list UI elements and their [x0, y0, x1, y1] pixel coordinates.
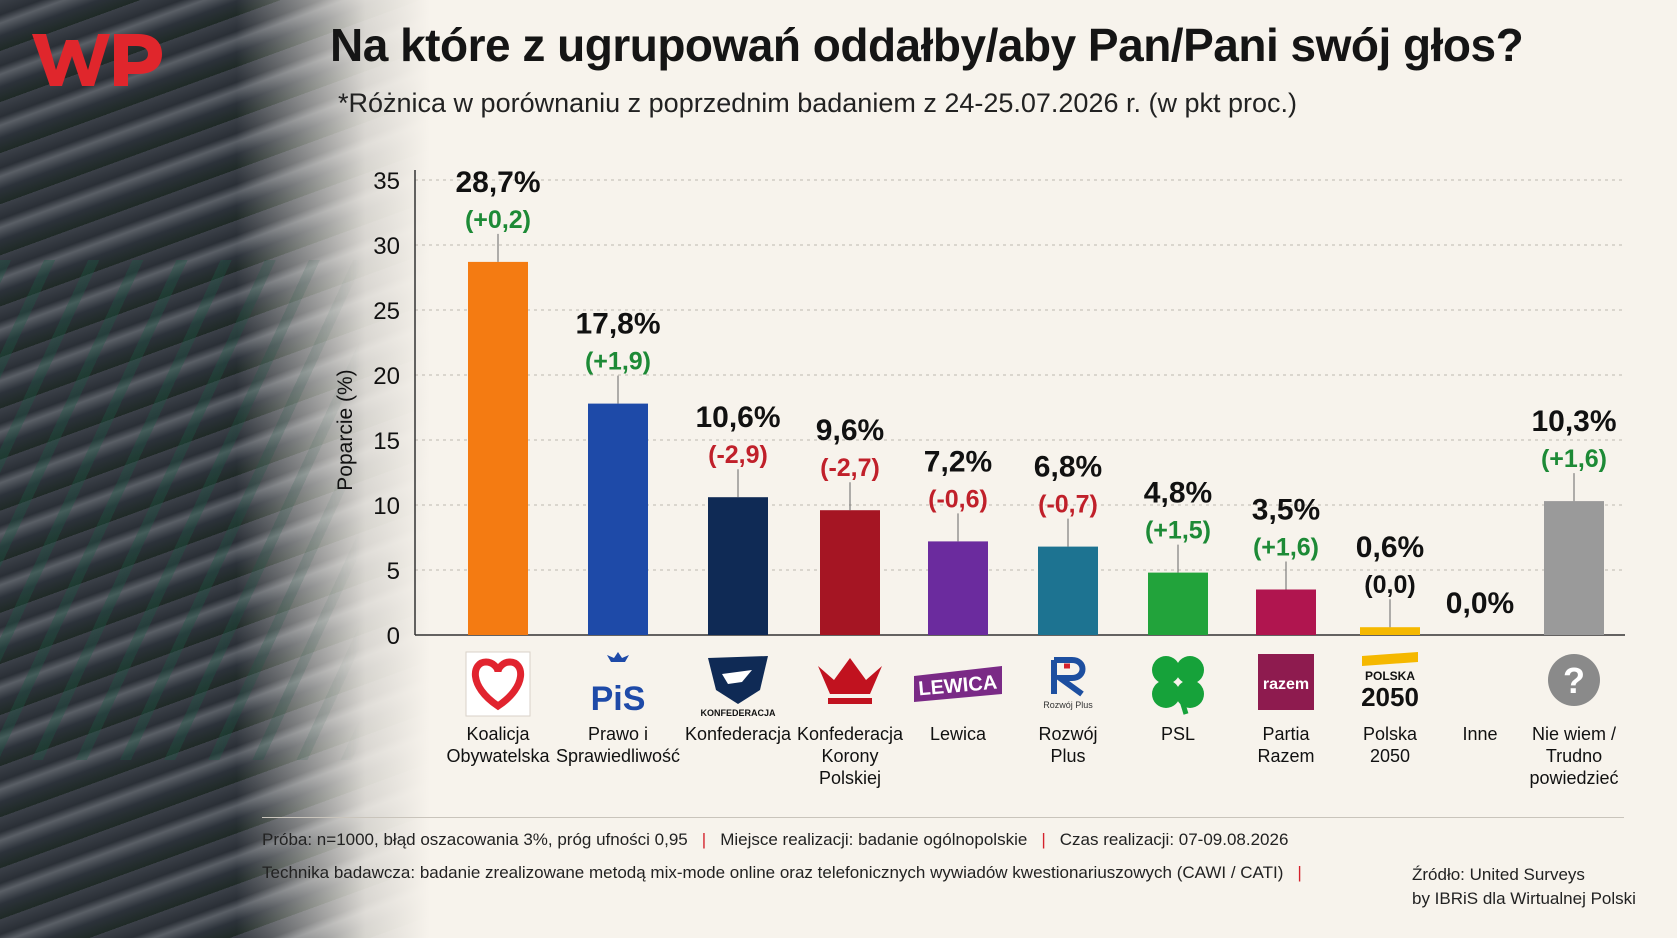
y-tick-label: 20 [373, 363, 400, 390]
y-tick-label: 10 [373, 493, 400, 520]
x-category-label: Koalicja [466, 724, 530, 744]
polska2050-logo-number: 2050 [1361, 682, 1419, 712]
x-category-label: Konfederacja [685, 724, 792, 744]
footer-row-1: Próba: n=1000, błąd oszacowania 3%, próg… [262, 830, 1288, 850]
wp-logo-icon [32, 34, 162, 86]
x-category-label: Razem [1257, 746, 1314, 766]
crown-mark-icon [607, 652, 629, 662]
lewica-logo-icon [914, 666, 1002, 702]
eagle-wing-icon [722, 670, 752, 684]
x-category-label: Inne [1462, 724, 1497, 744]
chart-subtitle: *Różnica w porównaniu z poprzednim badan… [338, 88, 1298, 118]
data-label: 10,6% [695, 401, 780, 434]
x-category-label: Obywatelska [446, 746, 550, 766]
footer-source-line-2: by IBRiS dla Wirtualnej Polski [1412, 889, 1636, 908]
clover-logo-icon [1175, 687, 1189, 715]
bar [928, 541, 988, 635]
diff-label: (-2,7) [820, 454, 880, 482]
data-label: 3,5% [1252, 494, 1320, 527]
data-label: 7,2% [924, 445, 992, 478]
data-label: 17,8% [575, 308, 660, 341]
y-tick-label: 5 [387, 558, 400, 585]
footer-sample: Próba: n=1000, błąd oszacowania 3%, próg… [262, 830, 688, 849]
polska2050-logo-text: POLSKA [1365, 669, 1415, 683]
diff-label: (+1,6) [1253, 534, 1319, 562]
razem-logo-icon [1258, 654, 1314, 710]
diff-label: (-0,7) [1038, 491, 1098, 519]
x-category-label: powiedzieć [1529, 768, 1618, 788]
parliament-seats-image [0, 260, 360, 760]
diff-label: (-2,9) [708, 441, 768, 469]
eagle-logo-text: KONFEDERACJA [700, 708, 776, 718]
clover-leaf-icon [1152, 656, 1180, 684]
background-photo [0, 0, 430, 938]
question-mark-icon [1548, 654, 1600, 706]
pis-logo-icon: PiS [591, 680, 646, 718]
bar [708, 497, 768, 635]
diff-label: (-0,6) [928, 485, 988, 513]
chart-title: Na które z ugrupowań oddałby/aby Pan/Pan… [330, 19, 1524, 71]
diff-label: (0,0) [1364, 571, 1415, 599]
x-category-label: Polskiej [819, 768, 881, 788]
data-label: 28,7% [455, 166, 540, 199]
bar [588, 403, 648, 635]
footer-time: Czas realizacji: 07-09.08.2026 [1059, 830, 1289, 849]
data-label: 0,6% [1356, 531, 1424, 564]
x-category-label: Plus [1050, 746, 1085, 766]
footer-separator: | [1041, 830, 1046, 849]
bar [1544, 501, 1604, 635]
footer-source: Źródło: United Surveys by IBRiS dla Wirt… [1412, 863, 1636, 911]
bar [468, 261, 528, 635]
x-category-label: 2050 [1370, 746, 1410, 766]
diff-label: (+1,5) [1145, 517, 1211, 545]
footer-technique: Technika badawcza: badanie zrealizowane … [262, 863, 1284, 882]
polska2050-logo-icon [1362, 652, 1418, 666]
data-label: 4,8% [1144, 477, 1212, 510]
footer-place: Miejsce realizacji: badanie ogólnopolski… [720, 830, 1028, 849]
bar [820, 510, 880, 635]
x-category-label: Sprawiedliwość [556, 746, 680, 766]
x-category-label: Korony [821, 746, 878, 766]
footer-separator: | [701, 830, 707, 849]
bar [1256, 589, 1316, 635]
footer-row-2: Technika badawcza: badanie zrealizowane … [262, 863, 1316, 883]
rozwoj-logo-icon [1050, 657, 1086, 697]
diff-label: (+0,2) [465, 206, 531, 234]
diff-label: (+1,9) [585, 348, 651, 376]
clover-leaf-icon [1176, 656, 1204, 684]
data-label: 9,6% [816, 414, 884, 447]
rozwoj-logo-text: Rozwój Plus [1043, 700, 1093, 710]
x-category-label: Nie wiem / [1532, 724, 1616, 744]
x-category-label: Lewica [930, 724, 987, 744]
y-tick-label: 15 [373, 428, 400, 455]
y-tick-label: 25 [373, 298, 400, 325]
footer-divider [262, 817, 1624, 818]
crown-logo-icon [818, 658, 882, 694]
x-category-label: PSL [1161, 724, 1195, 744]
data-label: 10,3% [1531, 405, 1616, 438]
footer-source-line-1: Źródło: United Surveys [1412, 865, 1585, 884]
bar [1360, 627, 1420, 635]
data-label: 6,8% [1034, 451, 1102, 484]
diff-label: (+1,6) [1541, 445, 1607, 473]
x-category-label: Partia [1262, 724, 1310, 744]
y-tick-label: 35 [373, 168, 400, 195]
heart-logo-icon [471, 658, 525, 711]
x-category-label: Prawo i [588, 724, 648, 744]
bar [1038, 546, 1098, 635]
razem-logo-text: razem [1263, 676, 1309, 693]
y-tick-label: 0 [387, 623, 400, 650]
x-category-label: Trudno [1546, 746, 1602, 766]
footer-separator: | [1297, 863, 1302, 882]
x-category-label: Rozwój [1038, 724, 1097, 744]
data-label: 0,0% [1446, 587, 1514, 620]
bar [1148, 572, 1208, 635]
y-tick-label: 30 [373, 233, 400, 260]
x-category-label: Polska [1363, 724, 1418, 744]
x-category-label: Konfederacja [797, 724, 904, 744]
question-mark-text: ? [1563, 660, 1585, 701]
crown-base-icon [828, 698, 872, 704]
clover-leaf-icon [1152, 680, 1180, 708]
